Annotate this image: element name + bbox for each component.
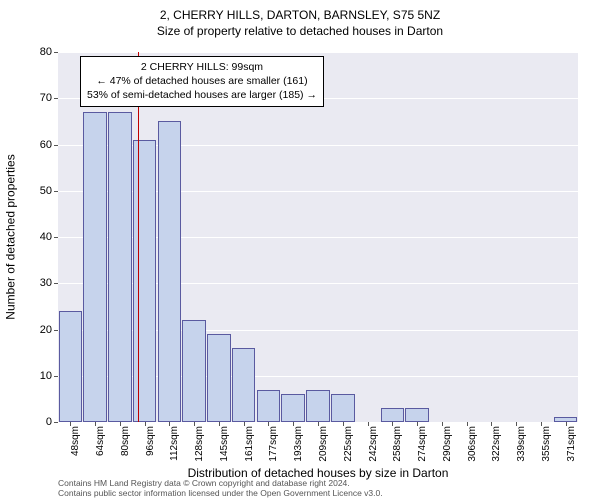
xtick-label: 306sqm bbox=[467, 426, 478, 462]
xtick-label: 290sqm bbox=[442, 426, 453, 462]
xtick-label: 322sqm bbox=[491, 426, 502, 462]
xtick-label: 80sqm bbox=[120, 426, 131, 456]
ytick-label: 70 bbox=[40, 92, 52, 104]
histogram-bar bbox=[232, 348, 256, 422]
ytick-mark bbox=[54, 145, 58, 146]
xtick-label: 161sqm bbox=[244, 426, 255, 462]
histogram-bar bbox=[381, 408, 405, 422]
ytick-mark bbox=[54, 237, 58, 238]
copyright-notice: Contains HM Land Registry data © Crown c… bbox=[58, 479, 383, 498]
property-marker-line bbox=[138, 52, 139, 422]
y-axis-label: Number of detached properties bbox=[4, 52, 18, 422]
xtick-label: 112sqm bbox=[169, 426, 180, 461]
ytick-label: 80 bbox=[40, 46, 52, 58]
plot-area: 0102030405060708048sqm64sqm80sqm96sqm112… bbox=[58, 52, 578, 422]
ytick-label: 10 bbox=[40, 370, 52, 382]
histogram-bar bbox=[405, 408, 429, 422]
ytick-label: 30 bbox=[40, 277, 52, 289]
histogram-bar bbox=[207, 334, 231, 422]
ytick-mark bbox=[54, 376, 58, 377]
xtick-label: 209sqm bbox=[318, 426, 329, 462]
histogram-bar bbox=[83, 112, 107, 422]
histogram-bar bbox=[133, 140, 157, 422]
histogram-bar bbox=[108, 112, 132, 422]
ytick-label: 50 bbox=[40, 185, 52, 197]
xtick-label: 96sqm bbox=[145, 426, 156, 456]
ytick-mark bbox=[54, 283, 58, 284]
ytick-mark bbox=[54, 330, 58, 331]
histogram-bar bbox=[281, 394, 305, 422]
ytick-label: 0 bbox=[46, 416, 52, 428]
histogram-bar bbox=[59, 311, 83, 422]
gridline bbox=[58, 52, 578, 53]
ytick-mark bbox=[54, 422, 58, 423]
info-line-larger: 53% of semi-detached houses are larger (… bbox=[87, 88, 317, 102]
chart-title-main: 2, CHERRY HILLS, DARTON, BARNSLEY, S75 5… bbox=[0, 0, 600, 22]
info-line-smaller: ← 47% of detached houses are smaller (16… bbox=[87, 74, 317, 88]
xtick-label: 225sqm bbox=[343, 426, 354, 462]
chart-title-sub: Size of property relative to detached ho… bbox=[0, 22, 600, 38]
histogram-bar bbox=[331, 394, 355, 422]
property-info-box: 2 CHERRY HILLS: 99sqm ← 47% of detached … bbox=[80, 56, 324, 107]
ytick-mark bbox=[54, 191, 58, 192]
xtick-label: 48sqm bbox=[70, 426, 81, 456]
xtick-label: 355sqm bbox=[541, 426, 552, 462]
ytick-mark bbox=[54, 98, 58, 99]
ytick-mark bbox=[54, 52, 58, 53]
histogram-bar bbox=[182, 320, 206, 422]
ytick-label: 60 bbox=[40, 139, 52, 151]
ytick-label: 20 bbox=[40, 324, 52, 336]
xtick-label: 339sqm bbox=[516, 426, 527, 462]
info-line-property: 2 CHERRY HILLS: 99sqm bbox=[87, 60, 317, 74]
xtick-label: 242sqm bbox=[368, 426, 379, 462]
xtick-label: 274sqm bbox=[417, 426, 428, 462]
xtick-label: 128sqm bbox=[194, 426, 205, 462]
xtick-label: 145sqm bbox=[219, 426, 230, 462]
ytick-label: 40 bbox=[40, 231, 52, 243]
histogram-bar bbox=[257, 390, 281, 422]
xtick-label: 64sqm bbox=[95, 426, 106, 456]
histogram-bar bbox=[306, 390, 330, 422]
xtick-label: 371sqm bbox=[566, 426, 577, 462]
xtick-label: 193sqm bbox=[293, 426, 304, 462]
xtick-label: 177sqm bbox=[268, 426, 279, 462]
histogram-bar bbox=[158, 121, 182, 422]
xtick-label: 258sqm bbox=[392, 426, 403, 462]
